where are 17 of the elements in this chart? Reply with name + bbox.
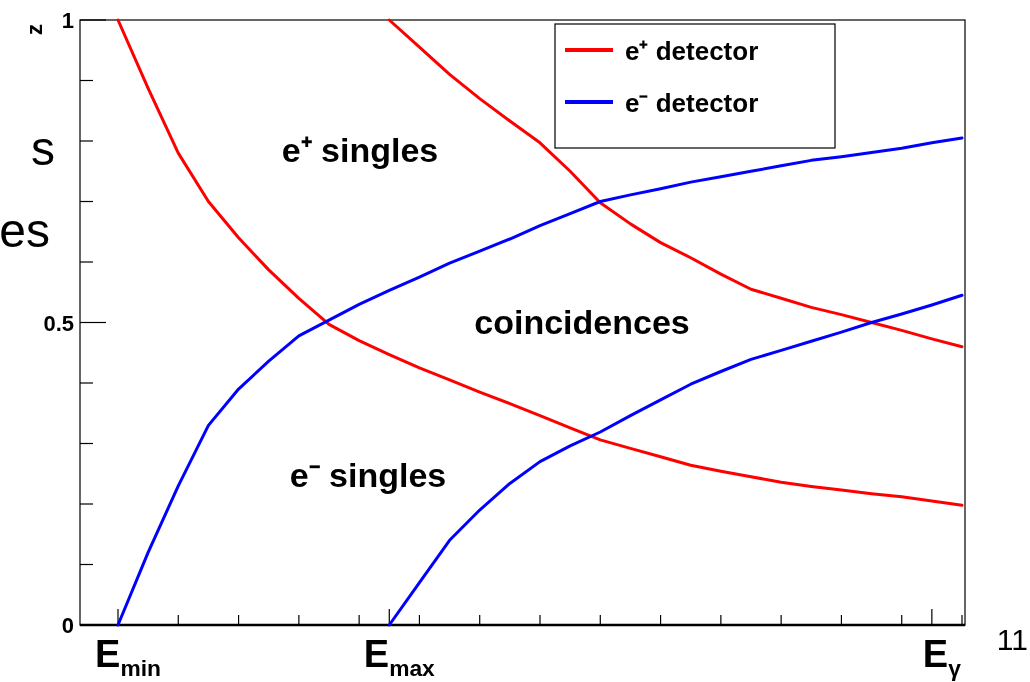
y-axis-title: z (22, 24, 47, 35)
x-tick-label: E$_{max}$ (363, 633, 436, 682)
x-tick-label: E$_{min}$ (95, 633, 161, 682)
annotation: e⁺ singles (281, 131, 439, 169)
y-tick-label: 0 (61, 613, 74, 638)
y-tick-label: 0.5 (43, 310, 74, 336)
annotation: coincidences (474, 303, 690, 341)
line-series (116, 136, 964, 627)
legend-label: e⁺ detector (625, 36, 759, 66)
text: es (0, 204, 50, 257)
text: s (31, 122, 55, 175)
y-tick-label: 1 (61, 8, 74, 33)
annotation: e⁻ singles (289, 456, 447, 494)
legend-label: e⁻ detector (625, 88, 759, 118)
line-series (116, 18, 964, 507)
text: 11 (996, 623, 1028, 656)
x-tick-label: E$_{γ}$ (922, 633, 962, 682)
